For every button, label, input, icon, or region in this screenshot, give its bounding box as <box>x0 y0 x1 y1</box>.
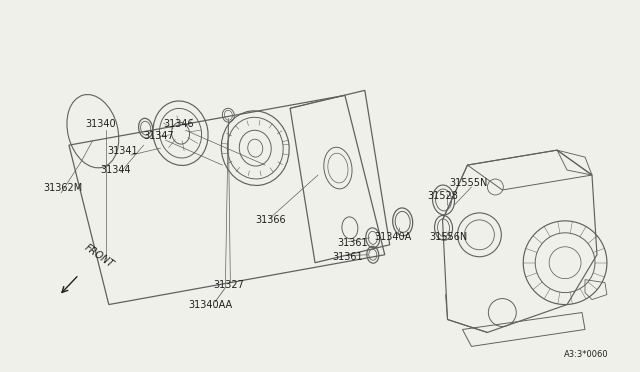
Text: 31555N: 31555N <box>449 178 488 188</box>
Text: 31344: 31344 <box>100 165 131 175</box>
Text: FRONT: FRONT <box>83 243 116 270</box>
Text: 31361: 31361 <box>333 252 364 262</box>
Text: A3:3*0060: A3:3*0060 <box>564 350 609 359</box>
Text: 31556N: 31556N <box>429 232 468 242</box>
Text: 31341: 31341 <box>108 146 138 156</box>
Text: 31340AA: 31340AA <box>188 299 232 310</box>
Text: 31340: 31340 <box>86 119 116 129</box>
Text: 31362M: 31362M <box>43 183 83 193</box>
Text: 31346: 31346 <box>163 119 194 129</box>
Text: 31347: 31347 <box>143 131 174 141</box>
Text: 31528: 31528 <box>427 191 458 201</box>
Text: 31340A: 31340A <box>374 232 412 242</box>
Text: 31366: 31366 <box>255 215 285 225</box>
Text: 31327: 31327 <box>213 280 244 290</box>
Text: 31361: 31361 <box>337 238 368 248</box>
